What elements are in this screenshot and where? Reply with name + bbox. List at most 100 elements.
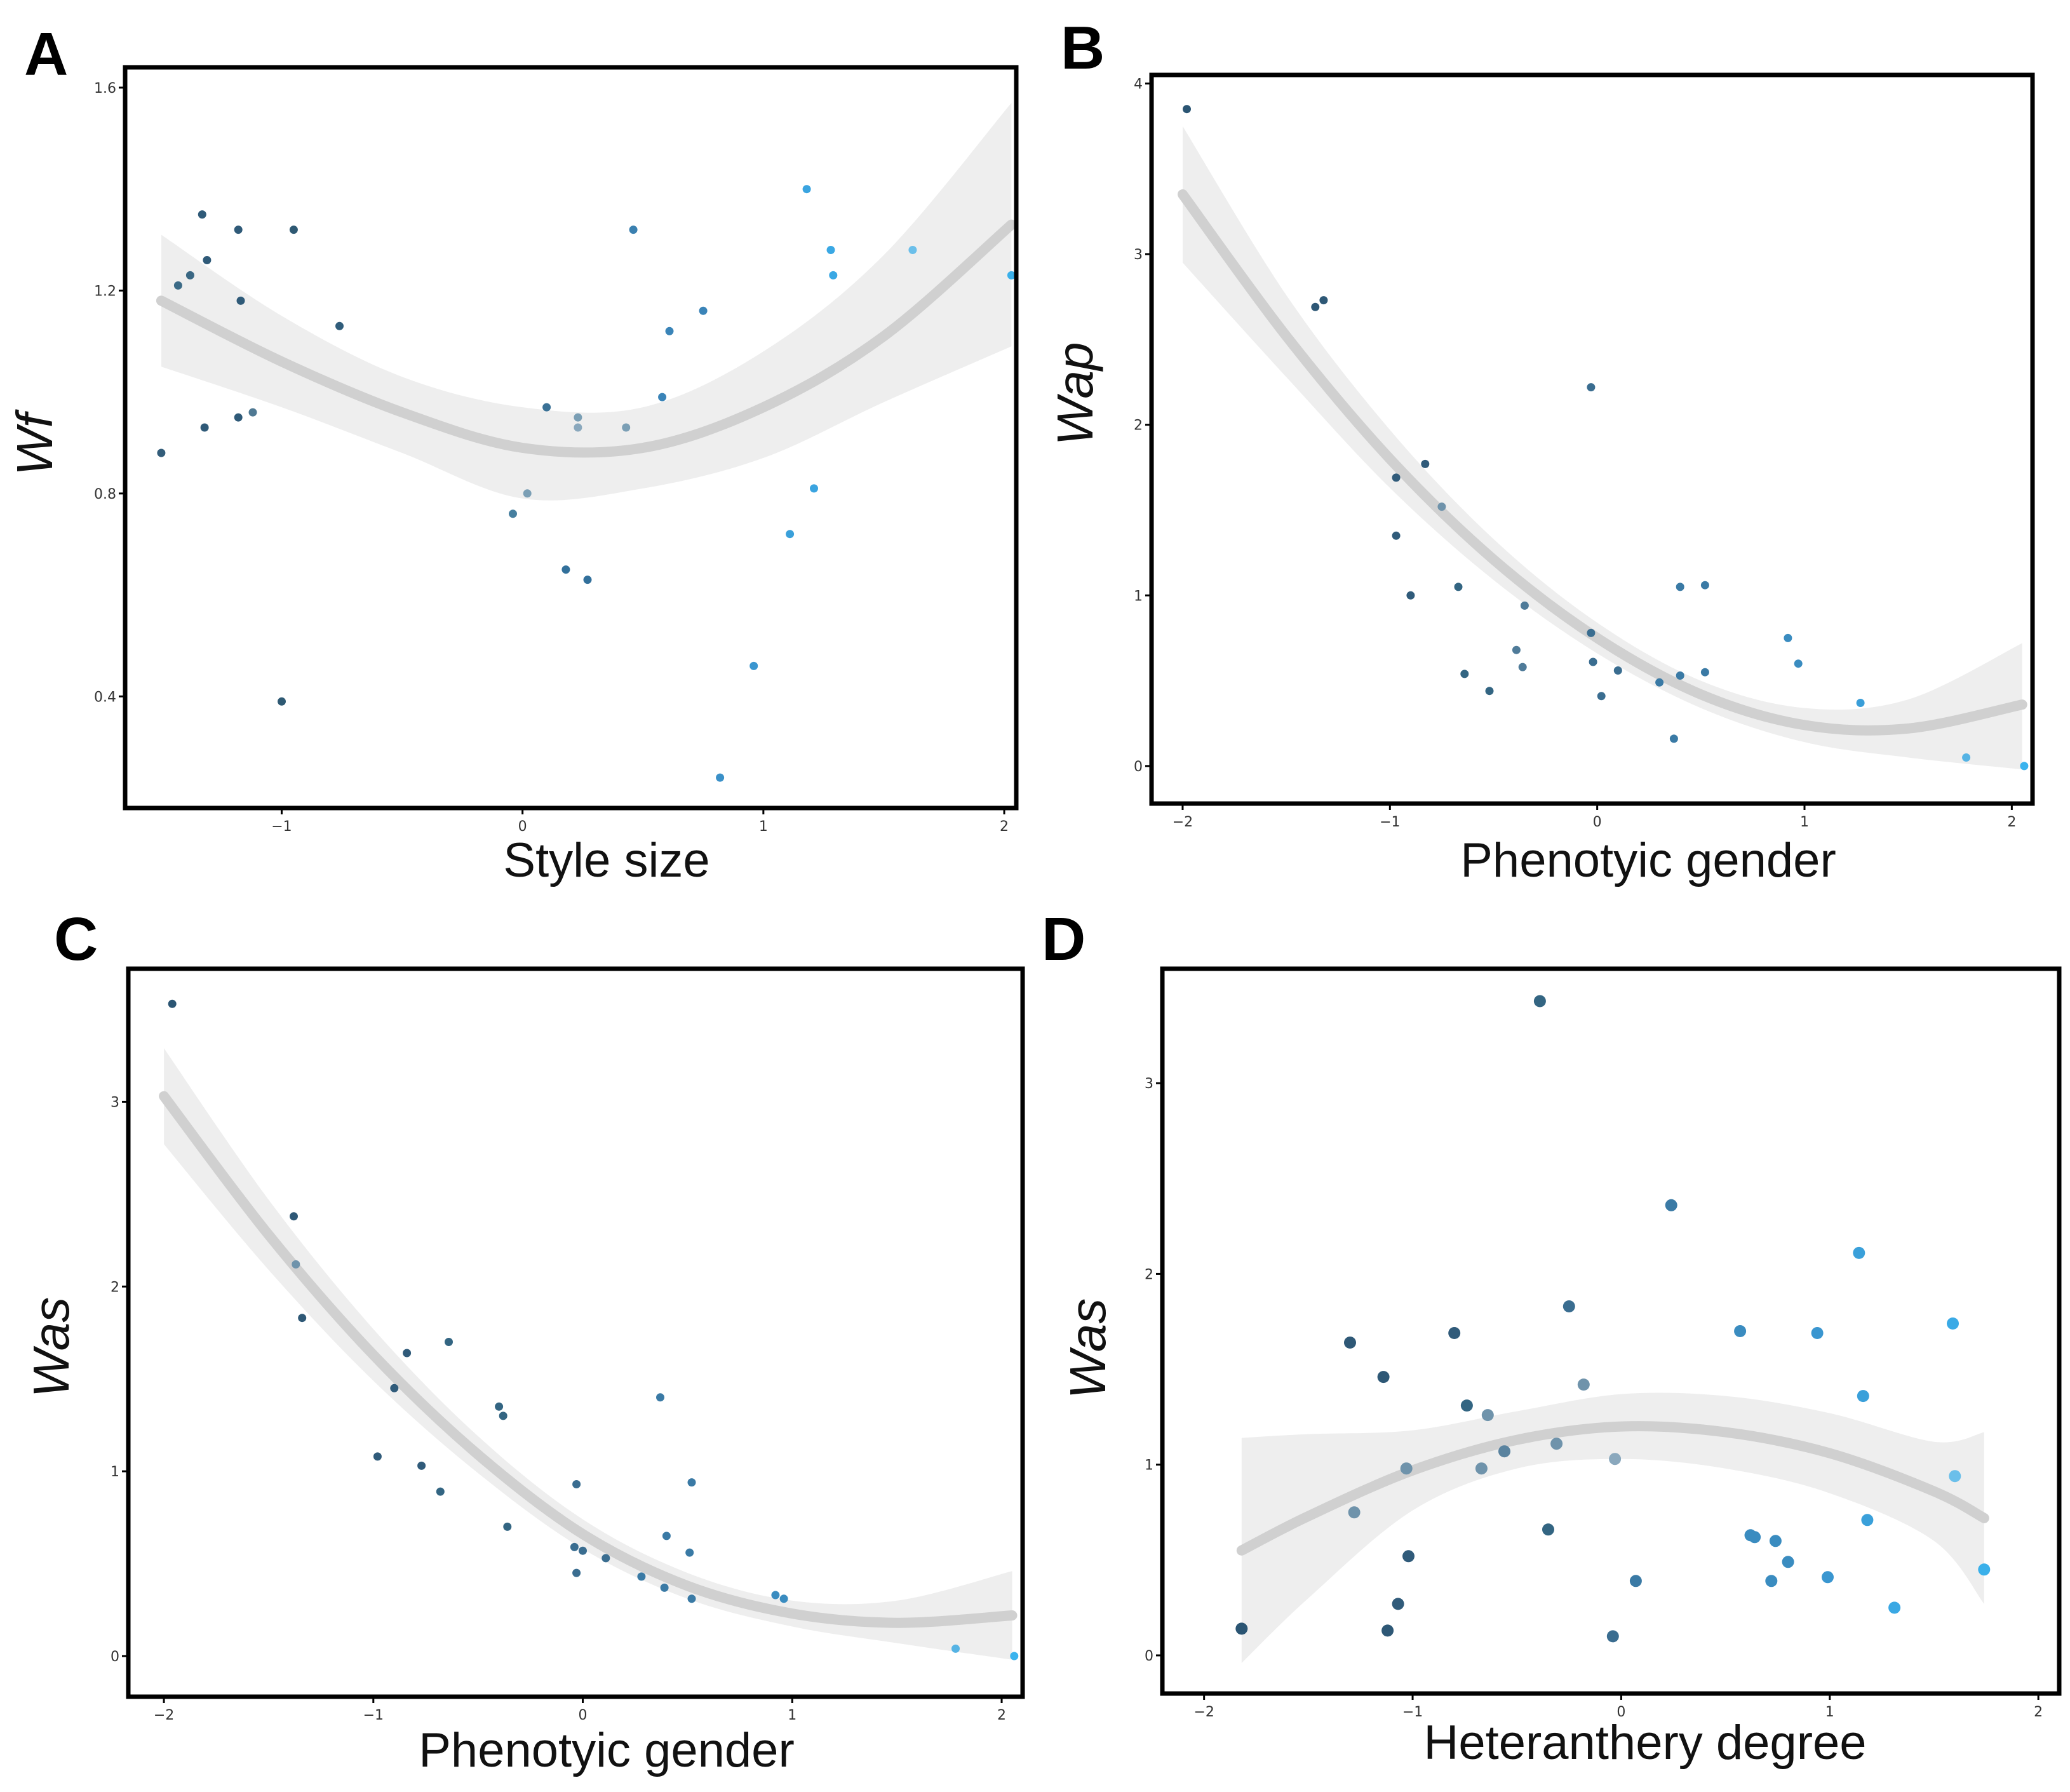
x-tick-label: 0 xyxy=(518,819,527,835)
data-point xyxy=(699,306,708,315)
y-tick-label: 3 xyxy=(1145,1076,1153,1092)
data-point xyxy=(637,1572,646,1581)
x-tick-label: 0 xyxy=(1593,814,1602,830)
data-point xyxy=(1518,663,1527,671)
y-tick-label: 0.8 xyxy=(94,487,116,502)
data-point xyxy=(1782,1556,1794,1568)
chart-svg: −1 0 1 2 0.4 0.8 1.2 1.6 A Style size Wf xyxy=(6,20,1019,887)
data-point xyxy=(495,1402,504,1411)
y-tick-label: 2 xyxy=(1145,1267,1153,1283)
data-point xyxy=(1402,1550,1415,1563)
plot-frame xyxy=(123,65,1019,811)
data-point xyxy=(1949,1470,1961,1483)
data-point xyxy=(185,271,194,280)
data-point xyxy=(1460,1399,1473,1412)
plot-frame xyxy=(126,966,1025,1699)
confidence-band xyxy=(161,102,1012,501)
data-point xyxy=(168,999,177,1008)
data-point xyxy=(1962,753,1971,762)
data-point xyxy=(403,1349,412,1357)
confidence-band xyxy=(1183,126,2022,770)
data-point xyxy=(1421,459,1430,468)
y-axis-title: Was xyxy=(1059,1298,1116,1399)
data-point xyxy=(248,408,257,417)
data-point xyxy=(289,226,298,234)
data-point xyxy=(1007,271,1016,280)
data-point xyxy=(602,1554,610,1563)
data-point xyxy=(200,423,209,432)
data-point xyxy=(1235,1622,1248,1635)
x-tick-label: −2 xyxy=(1173,814,1193,830)
data-point xyxy=(157,448,166,457)
data-point xyxy=(685,1548,694,1557)
data-point xyxy=(509,509,517,518)
y-tick-label: 4 xyxy=(1134,76,1143,92)
data-point xyxy=(1454,583,1463,591)
data-point xyxy=(1448,1327,1461,1339)
data-point xyxy=(373,1452,382,1461)
data-point xyxy=(1392,1598,1404,1610)
data-point xyxy=(1485,687,1494,696)
x-tick-label: 2 xyxy=(997,1708,1006,1723)
data-point xyxy=(561,565,570,574)
data-point xyxy=(1784,633,1792,642)
data-point xyxy=(1822,1571,1834,1584)
data-point xyxy=(499,1411,507,1420)
x-tick-label: −1 xyxy=(1380,814,1400,830)
x-axis-title: Style size xyxy=(503,833,709,887)
data-point xyxy=(290,1212,298,1221)
data-point xyxy=(1856,699,1865,707)
data-point xyxy=(1947,1317,1959,1330)
data-point xyxy=(542,403,551,412)
data-point xyxy=(1978,1563,1991,1576)
data-point xyxy=(572,1568,581,1577)
data-point xyxy=(1481,1409,1494,1422)
x-tick-label: 2 xyxy=(2034,1704,2043,1720)
confidence-band xyxy=(164,1048,1012,1660)
data-point xyxy=(173,281,182,290)
data-point xyxy=(1665,1199,1677,1211)
data-point xyxy=(1861,1514,1874,1526)
chart-svg: −2 −1 0 1 2 0 1 2 3 4 B Phenotyic gender Wap xyxy=(1047,14,2035,887)
plot-area xyxy=(1178,105,2029,771)
data-point xyxy=(629,226,638,234)
fit-curve xyxy=(159,1091,1018,1628)
x-tick-label: 1 xyxy=(1800,814,1809,830)
data-point xyxy=(1888,1601,1901,1614)
data-point xyxy=(298,1314,307,1323)
data-point xyxy=(1392,473,1401,482)
data-point xyxy=(1765,1575,1778,1587)
y-tick-label: 0.4 xyxy=(94,689,116,705)
data-point xyxy=(1183,105,1191,114)
data-point xyxy=(662,1532,671,1540)
data-point xyxy=(1533,995,1546,1007)
x-tick-label: 2 xyxy=(2007,814,2016,830)
chart-svg: −2 −1 0 1 2 0 1 2 3 D Heteranthery degree Was xyxy=(1042,905,2062,1770)
data-point xyxy=(572,1480,581,1488)
data-point xyxy=(1609,1453,1622,1465)
data-point xyxy=(716,773,725,782)
data-point xyxy=(687,1478,696,1487)
y-axis-title: Wap xyxy=(1047,342,1103,445)
data-point xyxy=(1348,1506,1361,1519)
data-point xyxy=(951,1644,960,1653)
data-point xyxy=(1377,1371,1390,1384)
plot-area xyxy=(156,102,1016,782)
chart-svg: −2 −1 0 1 2 0 1 2 3 C Phenotyic gender Was xyxy=(23,905,1025,1777)
x-tick-label: −2 xyxy=(1193,1704,1214,1720)
data-point xyxy=(802,185,811,194)
data-point xyxy=(1475,1462,1488,1475)
data-point xyxy=(660,1583,669,1592)
data-point xyxy=(1676,583,1684,591)
panel-d: −2 −1 0 1 2 0 1 2 3 D Heteranthery degree Was xyxy=(1035,896,2070,1792)
y-axis-title: Wf xyxy=(6,408,63,476)
fit-curve xyxy=(1236,1421,1989,1556)
data-point xyxy=(1613,666,1622,675)
data-point xyxy=(574,423,582,432)
y-tick-label: 1 xyxy=(111,1464,119,1480)
x-tick-label: −1 xyxy=(1402,1704,1423,1720)
data-point xyxy=(503,1522,512,1531)
data-point xyxy=(570,1542,579,1551)
data-point xyxy=(622,423,631,432)
data-point xyxy=(1344,1337,1356,1349)
